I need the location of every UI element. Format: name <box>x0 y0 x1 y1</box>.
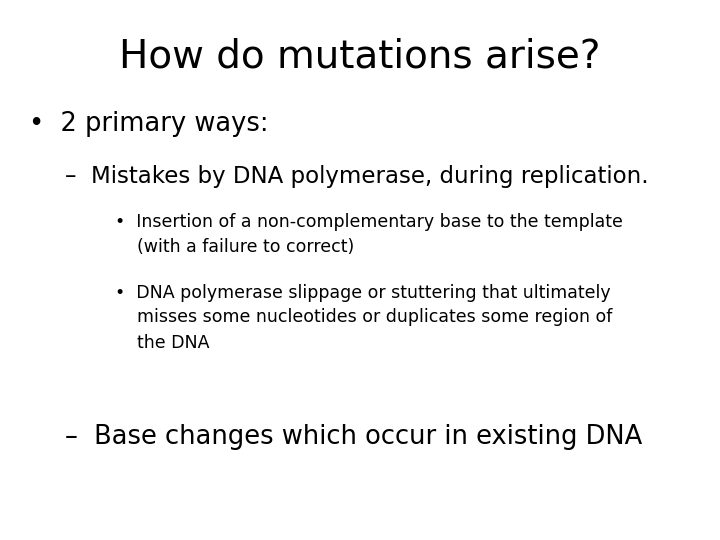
Text: –  Mistakes by DNA polymerase, during replication.: – Mistakes by DNA polymerase, during rep… <box>65 165 649 188</box>
Text: •  Insertion of a non-complementary base to the template
    (with a failure to : • Insertion of a non-complementary base … <box>115 213 623 256</box>
Text: •  DNA polymerase slippage or stuttering that ultimately
    misses some nucleot: • DNA polymerase slippage or stuttering … <box>115 284 613 352</box>
Text: •  2 primary ways:: • 2 primary ways: <box>29 111 269 137</box>
Text: –  Base changes which occur in existing DNA: – Base changes which occur in existing D… <box>65 424 642 450</box>
Text: How do mutations arise?: How do mutations arise? <box>120 38 600 76</box>
